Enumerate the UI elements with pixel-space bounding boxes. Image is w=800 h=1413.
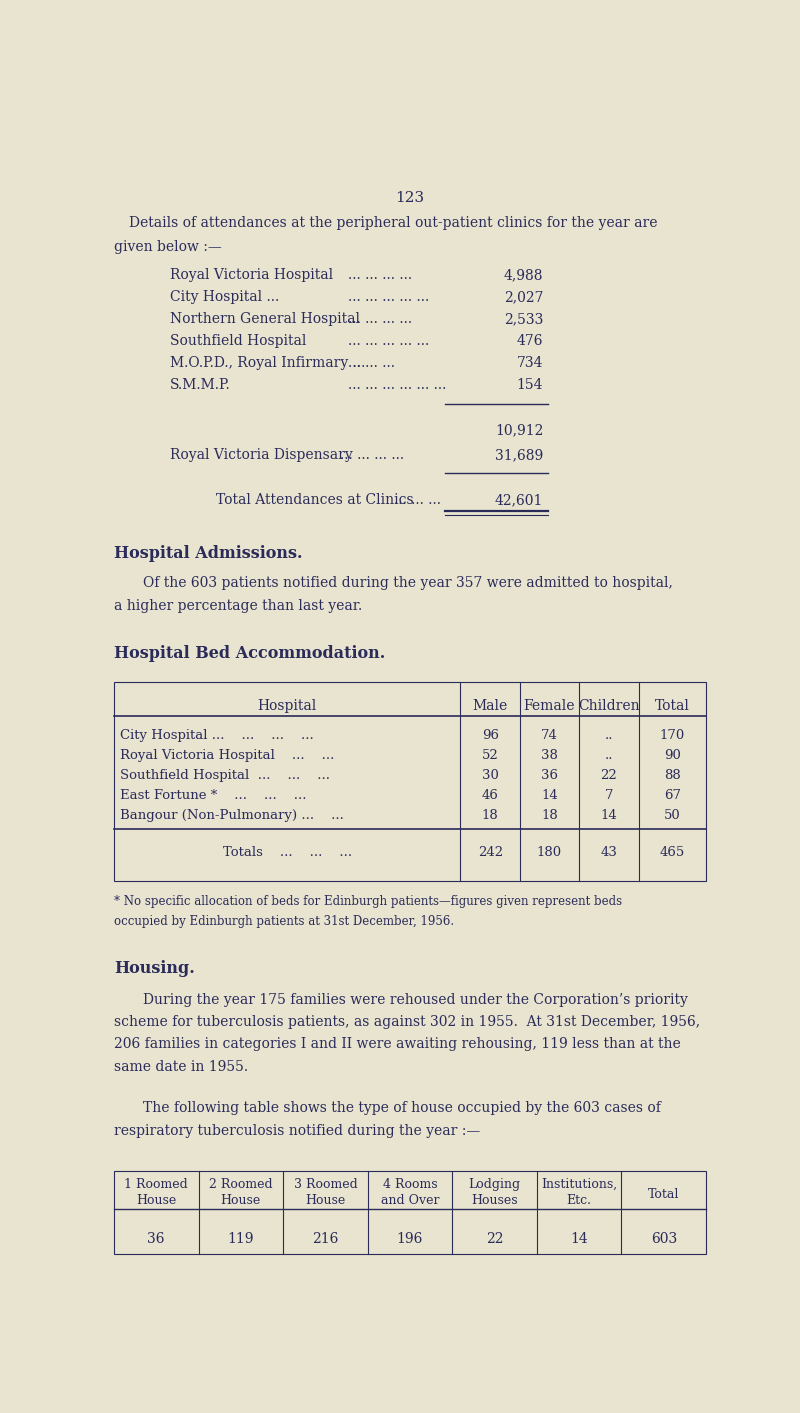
- Text: 603: 603: [650, 1232, 677, 1246]
- Text: Details of attendances at the peripheral out-patient clinics for the year are: Details of attendances at the peripheral…: [130, 216, 658, 230]
- Text: During the year 175 families were rehoused under the Corporation’s priority: During the year 175 families were rehous…: [142, 993, 687, 1006]
- Text: The following table shows the type of house occupied by the 603 cases of: The following table shows the type of ho…: [142, 1101, 661, 1115]
- Text: Totals    ...    ...    ...: Totals ... ... ...: [222, 845, 352, 859]
- Text: 216: 216: [312, 1232, 338, 1246]
- Text: M.O.P.D., Royal Infirmary ...: M.O.P.D., Royal Infirmary ...: [170, 356, 365, 370]
- Text: ... ... ...: ... ... ...: [394, 493, 442, 507]
- Text: Hospital: Hospital: [258, 699, 317, 714]
- Text: 476: 476: [517, 333, 543, 348]
- Text: 170: 170: [660, 729, 685, 742]
- Text: S.M.M.P.: S.M.M.P.: [170, 377, 230, 391]
- Text: ... ... ... ...: ... ... ... ...: [348, 312, 412, 326]
- Text: ... ... ... ... ...: ... ... ... ... ...: [348, 333, 430, 348]
- Text: 1 Roomed: 1 Roomed: [124, 1178, 188, 1191]
- Text: 18: 18: [482, 810, 498, 822]
- Text: ... ... ... ...: ... ... ... ...: [348, 268, 412, 283]
- Text: Total: Total: [655, 699, 690, 714]
- Text: 30: 30: [482, 770, 498, 783]
- Text: scheme for tuberculosis patients, as against 302 in 1955.  At 31st December, 195: scheme for tuberculosis patients, as aga…: [114, 1015, 700, 1029]
- Text: 74: 74: [541, 729, 558, 742]
- Text: Total: Total: [648, 1187, 679, 1201]
- Text: 123: 123: [395, 191, 425, 205]
- Text: Hospital Admissions.: Hospital Admissions.: [114, 545, 302, 562]
- Text: Institutions,: Institutions,: [541, 1178, 618, 1191]
- Text: same date in 1955.: same date in 1955.: [114, 1060, 248, 1074]
- Text: Hospital Bed Accommodation.: Hospital Bed Accommodation.: [114, 646, 386, 663]
- Text: ... ... ... ... ...: ... ... ... ... ...: [348, 290, 430, 304]
- Text: 154: 154: [517, 377, 543, 391]
- Text: Royal Victoria Hospital: Royal Victoria Hospital: [170, 268, 333, 283]
- Text: Housing.: Housing.: [114, 961, 194, 978]
- Text: Southfield Hospital  ...    ...    ...: Southfield Hospital ... ... ...: [120, 770, 330, 783]
- Text: 43: 43: [600, 845, 618, 859]
- Text: 2,533: 2,533: [504, 312, 543, 326]
- Text: 22: 22: [601, 770, 617, 783]
- Text: Houses: Houses: [471, 1194, 518, 1207]
- Text: Lodging: Lodging: [469, 1178, 521, 1191]
- Text: occupied by Edinburgh patients at 31st December, 1956.: occupied by Edinburgh patients at 31st D…: [114, 916, 454, 928]
- Text: ... ... ...: ... ... ...: [348, 356, 395, 370]
- Text: 67: 67: [664, 790, 681, 803]
- Text: ... ... ... ... ... ...: ... ... ... ... ... ...: [348, 377, 446, 391]
- Text: 14: 14: [570, 1232, 588, 1246]
- Text: Northern General Hospital: Northern General Hospital: [170, 312, 360, 326]
- Text: and Over: and Over: [381, 1194, 439, 1207]
- Text: 196: 196: [397, 1232, 423, 1246]
- Text: given below :—: given below :—: [114, 240, 222, 254]
- Text: 46: 46: [482, 790, 498, 803]
- Text: 242: 242: [478, 845, 502, 859]
- Text: House: House: [306, 1194, 346, 1207]
- Text: * No specific allocation of beds for Edinburgh patients—figures given represent : * No specific allocation of beds for Edi…: [114, 894, 622, 909]
- Text: ... ... ... ...: ... ... ... ...: [340, 448, 404, 462]
- Text: Children: Children: [578, 699, 639, 714]
- Text: Bangour (Non-Pulmonary) ...    ...: Bangour (Non-Pulmonary) ... ...: [120, 810, 344, 822]
- Text: East Fortune *    ...    ...    ...: East Fortune * ... ... ...: [120, 790, 306, 803]
- Text: a higher percentage than last year.: a higher percentage than last year.: [114, 599, 362, 613]
- Text: 2 Roomed: 2 Roomed: [209, 1178, 273, 1191]
- Text: 119: 119: [227, 1232, 254, 1246]
- Bar: [114, 682, 706, 882]
- Text: 10,912: 10,912: [495, 422, 543, 437]
- Text: 90: 90: [664, 749, 681, 763]
- Bar: [114, 1170, 706, 1253]
- Text: 38: 38: [541, 749, 558, 763]
- Text: 14: 14: [541, 790, 558, 803]
- Text: 52: 52: [482, 749, 498, 763]
- Text: Male: Male: [473, 699, 508, 714]
- Text: 734: 734: [517, 356, 543, 370]
- Text: 18: 18: [541, 810, 558, 822]
- Text: 2,027: 2,027: [504, 290, 543, 304]
- Text: Of the 603 patients notified during the year 357 were admitted to hospital,: Of the 603 patients notified during the …: [142, 577, 673, 591]
- Text: ..: ..: [605, 749, 613, 763]
- Text: 180: 180: [537, 845, 562, 859]
- Text: 4,988: 4,988: [504, 268, 543, 283]
- Text: 22: 22: [486, 1232, 503, 1246]
- Text: Royal Victoria Dispensary: Royal Victoria Dispensary: [170, 448, 353, 462]
- Text: City Hospital ...    ...    ...    ...: City Hospital ... ... ... ...: [120, 729, 314, 742]
- Text: 36: 36: [541, 770, 558, 783]
- Text: 31,689: 31,689: [495, 448, 543, 462]
- Text: Etc.: Etc.: [566, 1194, 592, 1207]
- Text: City Hospital ...: City Hospital ...: [170, 290, 279, 304]
- Text: House: House: [221, 1194, 261, 1207]
- Text: 96: 96: [482, 729, 498, 742]
- Text: 36: 36: [147, 1232, 165, 1246]
- Text: House: House: [136, 1194, 176, 1207]
- Text: 50: 50: [664, 810, 681, 822]
- Text: 88: 88: [664, 770, 681, 783]
- Text: respiratory tuberculosis notified during the year :—: respiratory tuberculosis notified during…: [114, 1123, 480, 1137]
- Text: 206 families in categories I and II were awaiting rehousing, 119 less than at th: 206 families in categories I and II were…: [114, 1037, 681, 1051]
- Text: 465: 465: [660, 845, 685, 859]
- Text: Royal Victoria Hospital    ...    ...: Royal Victoria Hospital ... ...: [120, 749, 334, 763]
- Text: Southfield Hospital: Southfield Hospital: [170, 333, 306, 348]
- Text: ..: ..: [605, 729, 613, 742]
- Text: 14: 14: [601, 810, 617, 822]
- Text: 7: 7: [605, 790, 613, 803]
- Text: Female: Female: [524, 699, 575, 714]
- Text: Total Attendances at Clinics: Total Attendances at Clinics: [216, 493, 414, 507]
- Text: 3 Roomed: 3 Roomed: [294, 1178, 358, 1191]
- Text: 4 Rooms: 4 Rooms: [382, 1178, 438, 1191]
- Text: 42,601: 42,601: [495, 493, 543, 507]
